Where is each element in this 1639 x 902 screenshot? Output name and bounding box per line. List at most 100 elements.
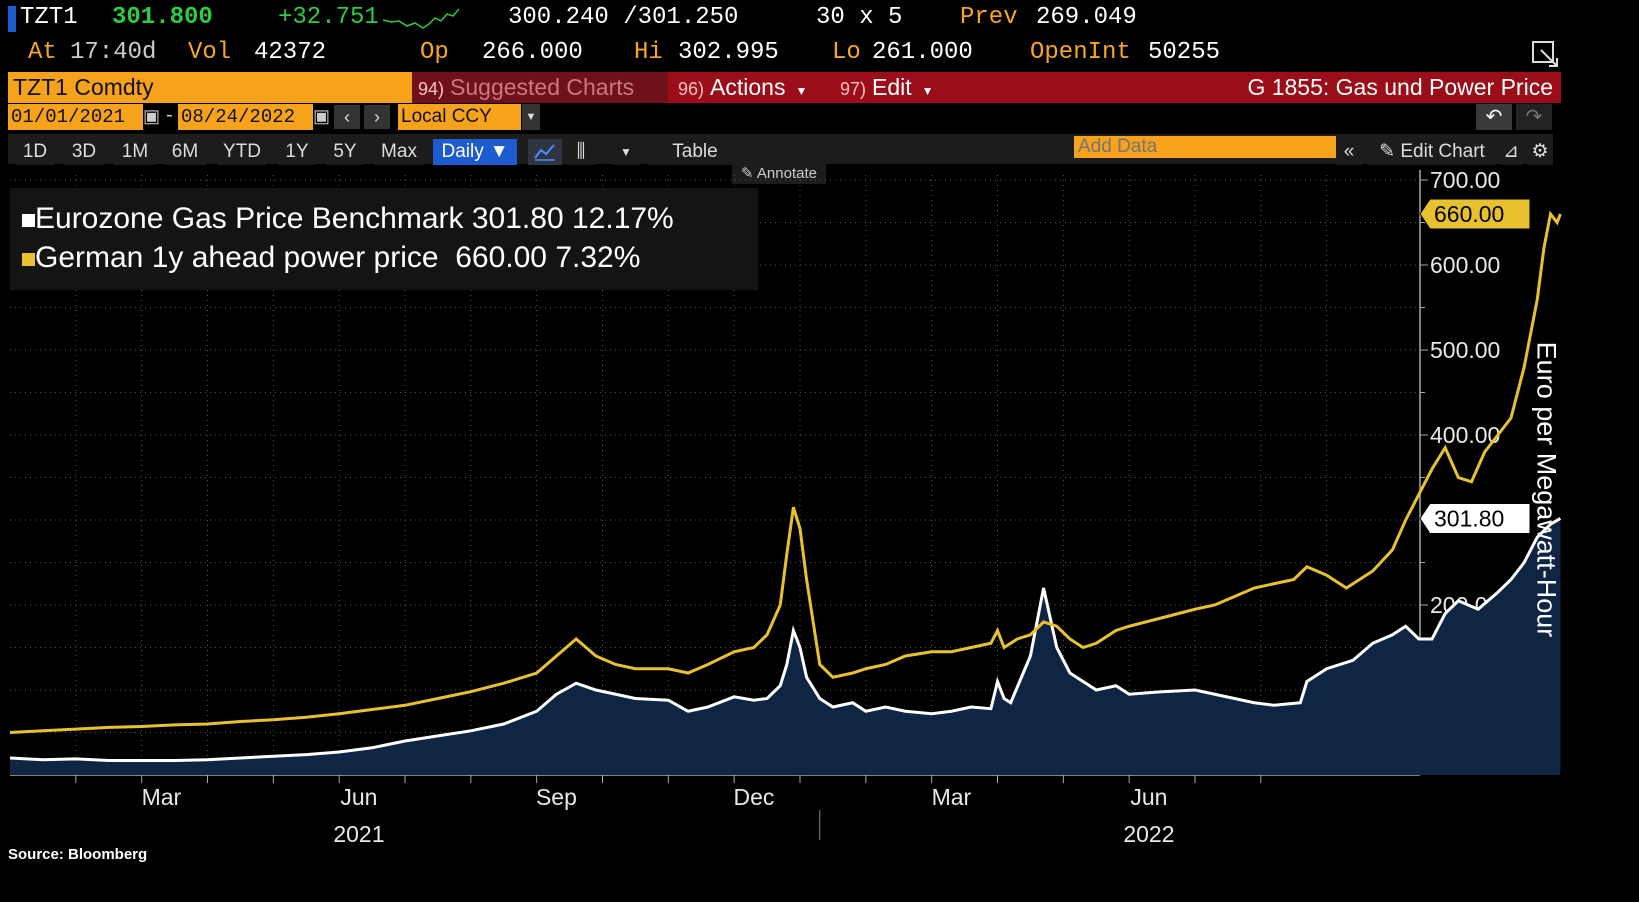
high-value: 302.995 <box>678 39 779 66</box>
open-value: 266.000 <box>482 39 583 66</box>
legend-gas-pct: 12.17% <box>571 202 674 235</box>
chart-title: G 1855: Gas und Power Price <box>950 72 1561 103</box>
legend-power-value: 660.00 <box>455 241 547 274</box>
chart-type-caret-icon[interactable]: ▼ <box>612 139 640 165</box>
prev-label: Prev <box>960 4 1018 31</box>
period-ytd[interactable]: YTD <box>218 139 266 165</box>
edit-num: 97) <box>840 79 867 99</box>
vol-value: 42372 <box>254 39 327 66</box>
actions-caret-icon: ▼ <box>795 84 808 98</box>
sparkline <box>383 8 460 29</box>
open-label: Op <box>420 39 449 66</box>
low-value: 261.000 <box>872 39 973 66</box>
next-period-button[interactable]: › <box>364 105 390 129</box>
last-price: 301.800 <box>112 4 213 31</box>
frequency-label: Daily <box>441 141 484 162</box>
source-note: Source: Bloomberg <box>8 846 148 863</box>
edit-chart-label: Edit Chart <box>1400 141 1485 162</box>
redo-icon[interactable]: ↷ <box>1516 104 1552 130</box>
low-label: Lo <box>832 39 861 66</box>
security-marker <box>8 6 16 32</box>
gear-icon[interactable]: ⚙ <box>1528 139 1552 165</box>
legend-item-power: German 1y ahead power price 660.00 7.32% <box>22 239 640 277</box>
undo-icon[interactable]: ↶ <box>1476 104 1512 130</box>
power-last-value-label: 660.00 <box>1434 201 1504 227</box>
power-series-line <box>9 210 1562 734</box>
period-1m[interactable]: 1M <box>114 139 156 165</box>
prev-value: 269.049 <box>1036 4 1137 31</box>
gas-area-fill <box>10 518 1561 775</box>
power-last-value-bg <box>1419 198 1531 230</box>
change: +32.751 <box>278 4 379 31</box>
edit-menu[interactable]: 97) Edit ▼ <box>830 72 956 103</box>
period-1y[interactable]: 1Y <box>278 139 316 165</box>
period-6m[interactable]: 6M <box>164 139 206 165</box>
legend-swatch-yellow <box>22 252 35 266</box>
prev-period-button[interactable]: ‹ <box>334 105 360 129</box>
table-button[interactable]: Table <box>648 139 742 165</box>
x-tick-label: Jun <box>340 784 377 810</box>
x-tick-label: Jun <box>1130 784 1167 810</box>
annotate-pencil-icon: ✎ <box>741 165 754 182</box>
suggested-label: Suggested Charts <box>450 74 635 100</box>
currency-select[interactable]: Local CCY <box>398 104 521 130</box>
actions-label: Actions <box>710 74 786 100</box>
y-axis-label: Euro per Megawatt-Hour <box>1531 341 1562 638</box>
legend-gas-value: 301.80 <box>471 202 564 235</box>
legend-gas-name: Eurozone Gas Price Benchmark <box>35 202 464 235</box>
vol-label: Vol <box>188 39 232 66</box>
bid-ask-size: 30 x 5 <box>816 4 903 31</box>
x-tick-label: Dec <box>733 784 774 810</box>
legend-power-name: German 1y ahead power price <box>35 241 439 274</box>
end-date-input[interactable]: 08/24/2022 <box>178 104 313 130</box>
add-data-input[interactable] <box>1074 136 1336 158</box>
gas-last-value-bg <box>1419 502 1531 534</box>
actions-menu[interactable]: 96) Actions ▼ <box>668 72 838 103</box>
period-1d[interactable]: 1D <box>16 139 54 165</box>
time: 17:40d <box>70 39 157 66</box>
gas-last-value-label: 301.80 <box>1434 505 1504 531</box>
at-label: At <box>28 39 57 66</box>
x-tick-label: Mar <box>142 784 182 810</box>
bar-chart-icon[interactable]: ⫼ <box>566 139 596 165</box>
y-tick-label: 400.00 <box>1430 422 1500 448</box>
edit-caret-icon: ▼ <box>921 84 934 98</box>
gas-series-line <box>9 517 1562 763</box>
suggested-num: 94) <box>418 79 445 99</box>
date-separator: - <box>166 104 173 126</box>
legend-power-pct: 7.32% <box>555 241 641 274</box>
suggested-charts-button[interactable]: 94) Suggested Charts <box>412 72 670 103</box>
annotate-label: Annotate <box>756 165 817 182</box>
edit-label: Edit <box>872 74 912 100</box>
period-5y[interactable]: 5Y <box>326 139 364 165</box>
actions-num: 96) <box>678 79 705 99</box>
popout-icon[interactable] <box>1531 40 1561 68</box>
start-date-input[interactable]: 01/01/2021 <box>8 104 143 130</box>
collapse-icon[interactable]: « <box>1336 139 1362 165</box>
line-chart-icon[interactable] <box>528 139 562 165</box>
edit-chart-button[interactable]: ✎ Edit Chart <box>1368 139 1496 165</box>
x-tick-label: Mar <box>932 784 972 810</box>
x-tick-label: Sep <box>536 784 577 810</box>
bid-ask: 300.240 /301.250 <box>508 4 739 31</box>
openint-label: OpenInt <box>1030 39 1131 66</box>
legend-box: Eurozone Gas Price Benchmark 301.80 12.1… <box>10 188 758 290</box>
security-field[interactable]: TZT1 Comdty <box>8 72 413 103</box>
frequency-caret-icon: ▼ <box>489 141 509 162</box>
y-tick-label: 600.00 <box>1430 252 1500 278</box>
calendar-icon[interactable]: ▣ <box>313 106 331 126</box>
period-3d[interactable]: 3D <box>64 139 104 165</box>
ticker: TZT1 <box>20 4 78 31</box>
annotate-tab[interactable]: ✎ Annotate <box>732 164 826 184</box>
frequency-select[interactable]: Daily ▼ <box>433 139 517 165</box>
calendar-icon[interactable]: ▣ <box>143 106 161 126</box>
pencil-icon: ✎ <box>1379 141 1396 162</box>
period-max[interactable]: Max <box>374 139 424 165</box>
high-label: Hi <box>634 39 663 66</box>
openint-value: 50255 <box>1148 39 1221 66</box>
edit-layout-icon[interactable]: ⊿ <box>1500 139 1522 165</box>
y-tick-label: 700.00 <box>1430 167 1500 193</box>
currency-caret-icon[interactable]: ▼ <box>522 104 540 130</box>
year-label: 2021 <box>333 821 384 847</box>
year-label: 2022 <box>1123 821 1174 847</box>
